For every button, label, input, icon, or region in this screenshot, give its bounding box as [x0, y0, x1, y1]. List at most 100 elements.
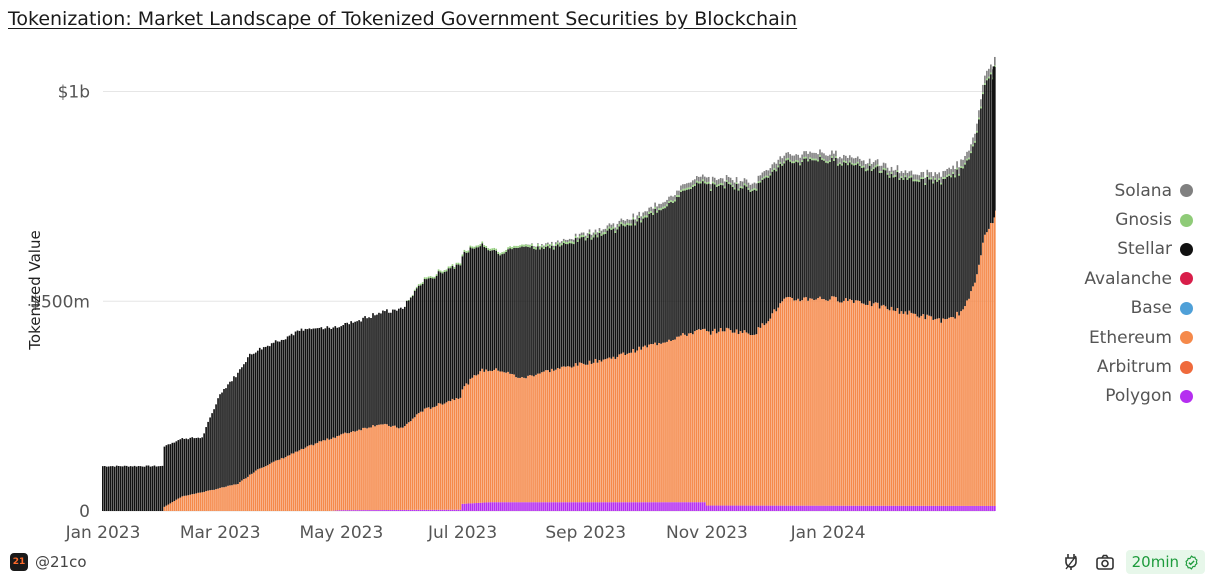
day-bar-stack	[894, 169, 897, 511]
legend-item-arbitrum[interactable]: Arbitrum	[993, 352, 1193, 381]
bar-segment-polygon	[884, 505, 887, 511]
day-bar-stack	[509, 246, 511, 511]
bar-segment-stellar	[829, 161, 831, 300]
day-bar-stack	[646, 211, 648, 511]
bar-segment-stellar	[348, 324, 350, 434]
bar-segment-polygon	[944, 505, 946, 511]
bar-segment-stellar	[852, 165, 855, 303]
bar-segment-solana	[715, 180, 718, 186]
day-bar-stack	[499, 253, 501, 511]
bar-segment-polygon	[360, 510, 362, 511]
bar-segment-ethereum	[183, 495, 186, 511]
legend-item-base[interactable]: Base	[993, 294, 1193, 323]
day-bar-stack	[360, 321, 362, 511]
day-bar-stack	[813, 152, 815, 511]
legend-item-avalanche[interactable]: Avalanche	[993, 264, 1193, 293]
day-bar-stack	[523, 244, 525, 511]
bar-segment-ethereum	[213, 489, 215, 511]
bar-segment-ethereum	[346, 433, 348, 511]
day-bar-stack	[841, 158, 843, 511]
bar-segment-solana	[994, 56, 996, 66]
bar-segment-stellar	[356, 321, 358, 431]
bar-segment-stellar	[151, 466, 154, 511]
bar-segment-stellar	[487, 250, 490, 372]
day-bar-stack	[435, 274, 438, 511]
day-bar-stack	[537, 243, 539, 511]
refresh-badge[interactable]: 20min	[1125, 550, 1205, 574]
legend-item-solana[interactable]: Solana	[993, 176, 1193, 205]
day-bar-stack	[686, 183, 688, 511]
legend-item-polygon[interactable]: Polygon	[993, 382, 1193, 411]
bar-segment-solana	[741, 181, 744, 187]
day-bar-stack	[334, 326, 337, 511]
bar-segment-polygon	[644, 502, 646, 511]
bar-segment-ethereum	[441, 404, 444, 510]
bar-segment-stellar	[793, 163, 795, 301]
bar-segment-polygon	[962, 505, 964, 511]
bar-segment-polygon	[860, 505, 863, 511]
bar-segment-solana	[926, 169, 929, 176]
legend-item-gnosis[interactable]: Gnosis	[993, 205, 1193, 234]
camera-icon[interactable]	[1094, 551, 1116, 573]
bar-segment-polygon	[386, 510, 388, 511]
bar-segment-polygon	[994, 505, 996, 511]
bar-segment-polygon	[493, 502, 496, 511]
day-bar-stack	[701, 174, 704, 511]
bar-segment-gnosis	[451, 264, 454, 266]
bar-segment-stellar	[396, 310, 398, 428]
bar-segment-polygon	[636, 502, 639, 511]
bar-segment-ethereum	[348, 433, 350, 511]
bar-segment-gnosis	[856, 161, 859, 164]
bar-segment-solana	[803, 151, 805, 157]
author-handle[interactable]: @21co	[35, 553, 87, 571]
bar-segment-polygon	[574, 502, 577, 511]
bar-segment-stellar	[423, 279, 426, 409]
bar-segment-stellar	[787, 159, 790, 297]
bar-segment-stellar	[419, 285, 422, 412]
bar-segment-polygon	[590, 502, 593, 511]
bar-segment-ethereum	[205, 491, 207, 511]
legend-item-stellar[interactable]: Stellar	[993, 235, 1193, 264]
bar-segment-gnosis	[821, 158, 823, 160]
bar-segment-polygon	[847, 505, 849, 511]
day-bar-stack	[513, 245, 515, 511]
day-bar-stack	[207, 421, 209, 511]
day-bar-stack	[515, 245, 517, 511]
bar-segment-ethereum	[644, 345, 646, 503]
bar-segment-polygon	[523, 502, 525, 511]
bar-segment-ethereum	[566, 366, 569, 503]
day-bar-stack	[401, 308, 404, 511]
day-bar-stack	[642, 212, 644, 511]
bar-segment-stellar	[354, 321, 356, 432]
day-bar-stack	[209, 417, 211, 511]
bar-segment-polygon	[757, 505, 760, 511]
bar-segment-ethereum	[701, 329, 704, 503]
bar-segment-ethereum	[922, 314, 925, 506]
day-bar-stack	[755, 183, 758, 511]
bar-segment-ethereum	[221, 487, 223, 511]
bar-segment-polygon	[425, 509, 428, 511]
bar-segment-solana	[829, 154, 831, 161]
plug-icon[interactable]	[1060, 551, 1082, 573]
bar-segment-solana	[719, 178, 722, 183]
bar-segment-gnosis	[509, 246, 511, 249]
bar-segment-polygon	[549, 502, 551, 511]
day-bar-stack	[698, 176, 700, 511]
bar-segment-ethereum	[924, 319, 927, 506]
bar-segment-stellar	[113, 466, 116, 511]
bar-segment-polygon	[797, 505, 799, 511]
legend-item-ethereum[interactable]: Ethereum	[993, 323, 1193, 352]
bar-segment-ethereum	[330, 438, 333, 511]
y-axis-ticks: 0$500m$1b	[30, 83, 90, 522]
bar-segment-gnosis	[884, 168, 887, 171]
bar-segment-ethereum	[709, 334, 712, 506]
day-bar-stack	[403, 306, 406, 511]
bar-segment-gnosis	[552, 247, 555, 250]
bar-segment-stellar	[900, 177, 903, 312]
bar-segment-ethereum	[592, 362, 595, 503]
bar-segment-stellar	[630, 225, 633, 353]
bar-segment-stellar	[252, 353, 255, 473]
day-bar-stack	[837, 158, 839, 511]
day-bar-stack	[453, 267, 456, 511]
bar-segment-stellar	[509, 248, 511, 374]
